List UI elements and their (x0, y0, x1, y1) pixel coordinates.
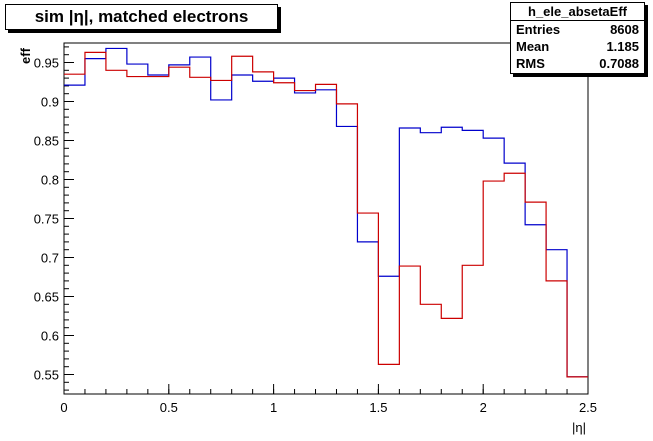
x-tick-label: 0.5 (160, 400, 178, 415)
y-tick-label: 0.9 (41, 95, 59, 110)
y-tick-label: 0.55 (34, 368, 59, 383)
series-line-blue (64, 47, 588, 378)
plot-frame (63, 42, 589, 395)
chart-title: sim |η|, matched electrons (34, 7, 249, 26)
stats-label: RMS (516, 56, 545, 71)
y-tick-label: 0.75 (34, 212, 59, 227)
y-tick-label: 0.95 (34, 56, 59, 71)
y-tick-label: 0.65 (34, 290, 59, 305)
y-tick-label: 0.85 (34, 134, 59, 149)
x-axis-label: |η| (572, 420, 586, 435)
stats-row-rms: RMS 0.7088 (511, 55, 644, 72)
x-tick-label: 2 (480, 400, 487, 415)
stats-histogram-name: h_ele_absetaEff (511, 3, 644, 21)
stats-row-entries: Entries 8608 (511, 21, 644, 38)
y-tick-label: 0.6 (41, 329, 59, 344)
x-tick-label: 1.5 (369, 400, 387, 415)
stats-label: Entries (516, 22, 561, 37)
x-tick-label: 0 (60, 400, 67, 415)
stats-value: 0.7088 (599, 56, 639, 71)
stats-row-mean: Mean 1.185 (511, 38, 644, 55)
x-tick-label: 2.5 (579, 400, 597, 415)
y-axis-label: eff (18, 47, 33, 64)
tick-labels: 0 0.5 1 1.5 2 2.5 0.55 0.6 0.65 0.7 0.75 0.8 0.85 0.9… (34, 56, 597, 416)
series-layer (64, 47, 588, 378)
series-line-red (64, 51, 588, 378)
axis-ticks (63, 46, 589, 394)
x-tick-label: 1 (270, 400, 277, 415)
y-tick-label: 0.8 (41, 173, 59, 188)
chart-title-box: sim |η|, matched electrons (5, 4, 278, 30)
stats-value: 1.185 (606, 39, 639, 54)
stats-box: h_ele_absetaEff Entries 8608 Mean 1.185 … (510, 2, 645, 74)
stats-label: Mean (516, 39, 550, 54)
y-tick-label: 0.7 (41, 251, 59, 266)
stats-value: 8608 (610, 22, 639, 37)
